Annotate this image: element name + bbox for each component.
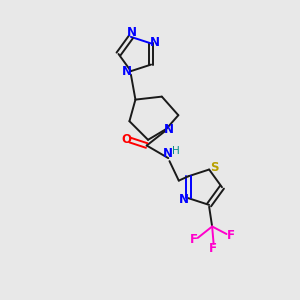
Text: N: N — [122, 65, 132, 78]
Text: N: N — [163, 147, 173, 161]
Text: N: N — [150, 36, 160, 49]
Text: F: F — [209, 242, 217, 255]
Text: N: N — [179, 193, 189, 206]
Text: N: N — [127, 26, 136, 39]
Text: O: O — [121, 133, 131, 146]
Text: S: S — [210, 160, 218, 174]
Text: F: F — [227, 229, 235, 242]
Text: H: H — [172, 146, 179, 156]
Text: N: N — [164, 123, 174, 136]
Text: F: F — [190, 232, 197, 246]
